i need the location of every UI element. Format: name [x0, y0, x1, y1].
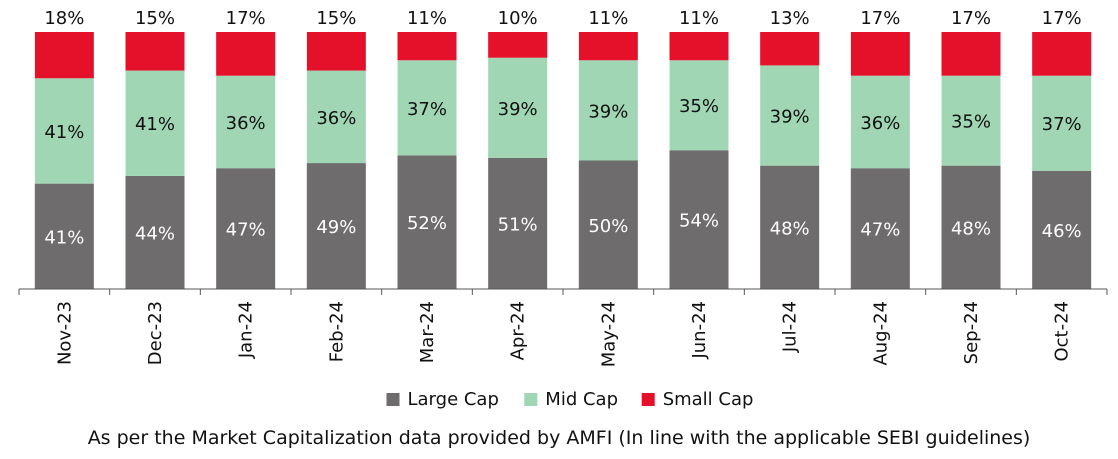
data-label: 35% [679, 96, 719, 117]
legend-label: Small Cap [663, 389, 754, 410]
data-label: 52% [407, 213, 447, 234]
legend-swatch-small-cap [641, 393, 655, 406]
x-tick-label: Jun-24 [689, 301, 710, 360]
bar-segment-mid-cap [578, 60, 638, 161]
data-label: 37% [407, 99, 447, 120]
bar-segment-small-cap [1032, 32, 1092, 76]
bar-segment-small-cap [125, 32, 185, 71]
bar-segment-mid-cap [125, 70, 185, 176]
legend-swatch-mid-cap [524, 393, 538, 406]
bar-segment-small-cap [941, 32, 1001, 76]
chart-footnote: As per the Market Capitalization data pr… [87, 427, 1031, 449]
bar-segment-large-cap [1032, 170, 1092, 289]
bar-segment-mid-cap [850, 75, 910, 169]
bar-segment-small-cap [578, 32, 638, 61]
data-label: 39% [588, 101, 628, 122]
x-tick-label: Aug-24 [870, 301, 891, 366]
data-label: 44% [135, 223, 175, 244]
bar-segment-large-cap [941, 165, 1001, 289]
bar-segment-mid-cap [669, 60, 729, 151]
bar-segment-small-cap [669, 32, 729, 61]
bar-segment-small-cap [216, 32, 276, 76]
bar-segment-mid-cap [488, 57, 548, 158]
bar-segment-large-cap [216, 168, 276, 289]
data-label: 18% [44, 8, 84, 29]
bar-segment-small-cap [488, 32, 548, 58]
data-label: 41% [135, 114, 175, 135]
data-label: 36% [316, 108, 356, 129]
x-tick-label: Apr-24 [508, 301, 529, 360]
x-tick-label: Oct-24 [1052, 301, 1073, 362]
data-label: 35% [951, 112, 991, 133]
bar-segment-small-cap [306, 32, 366, 71]
bar-segment-mid-cap [397, 60, 457, 156]
data-label: 15% [316, 8, 356, 29]
data-label: 39% [498, 99, 538, 120]
x-tick-label: Jan-24 [236, 301, 257, 359]
x-tick-label: Sep-24 [961, 301, 982, 364]
bar-segment-small-cap [397, 32, 457, 61]
stacked-bar-chart: 41% 41% 18% Nov-23 44% 41% 15% Dec-23 47% 36% 17% J… [18, 8, 1108, 410]
bar-segment-small-cap [760, 32, 820, 66]
data-label: 11% [407, 8, 447, 29]
x-tick-label: Dec-23 [145, 301, 166, 365]
data-label: 17% [860, 8, 900, 29]
data-label: 17% [951, 8, 991, 29]
data-label: 36% [226, 113, 266, 134]
bar-segment-mid-cap [216, 75, 276, 169]
bar-segment-large-cap [306, 163, 366, 289]
x-tick-label: Mar-24 [417, 301, 438, 363]
bar-segment-small-cap [850, 32, 910, 76]
data-label: 46% [1042, 221, 1082, 242]
bar-segment-small-cap [34, 32, 94, 79]
x-tick-label: Feb-24 [326, 301, 347, 362]
data-label: 11% [588, 8, 628, 29]
x-tick-label: May-24 [598, 301, 619, 367]
data-label: 13% [770, 8, 810, 29]
data-label: 11% [679, 8, 719, 29]
legend-swatch-large-cap [386, 393, 400, 406]
data-label: 48% [951, 218, 991, 239]
bar-segment-large-cap [488, 157, 548, 289]
data-label: 49% [316, 217, 356, 238]
legend-label: Mid Cap [545, 389, 618, 410]
bar-segment-mid-cap [760, 65, 820, 166]
bar-segment-large-cap [578, 160, 638, 289]
x-tick-label: Nov-23 [54, 301, 75, 365]
data-label: 41% [44, 227, 84, 248]
data-label: 54% [679, 211, 719, 232]
data-label: 17% [1042, 8, 1082, 29]
bar-segment-large-cap [669, 150, 729, 289]
bar-segment-large-cap [850, 168, 910, 289]
data-label: 48% [770, 218, 810, 239]
data-label: 15% [135, 8, 175, 29]
bar-segment-large-cap [397, 155, 457, 289]
data-label: 47% [226, 220, 266, 241]
legend-label: Large Cap [408, 389, 499, 410]
bar-segment-large-cap [760, 165, 820, 289]
bar-segment-mid-cap [34, 78, 94, 184]
data-label: 50% [588, 216, 628, 237]
data-label: 36% [860, 113, 900, 134]
data-label: 47% [860, 220, 900, 241]
x-tick-label: Jul-24 [780, 301, 801, 353]
data-label: 51% [498, 214, 538, 235]
bar-segment-mid-cap [1032, 75, 1092, 171]
data-label: 17% [226, 8, 266, 29]
bar-segment-large-cap [34, 183, 94, 289]
data-label: 37% [1042, 114, 1082, 135]
bar-segment-mid-cap [306, 70, 366, 164]
data-label: 39% [770, 107, 810, 128]
bar-segment-large-cap [125, 175, 185, 289]
data-label: 41% [44, 122, 84, 143]
bar-segment-mid-cap [941, 75, 1001, 166]
data-label: 10% [498, 8, 538, 29]
